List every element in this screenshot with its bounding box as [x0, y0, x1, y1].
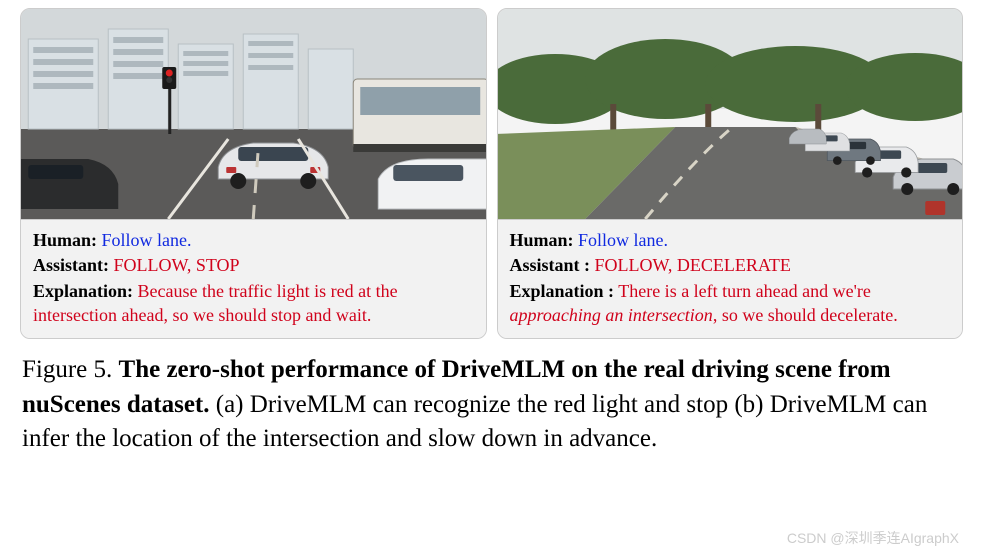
human-text: Follow lane.: [578, 230, 668, 250]
watermark-text: CSDN @深圳季连AIgraphX: [787, 528, 959, 548]
panel-b-dialog: Human: Follow lane. Assistant : FOLLOW, …: [498, 219, 963, 338]
panel-a-dialog: Human: Follow lane. Assistant: FOLLOW, S…: [21, 219, 486, 338]
assistant-text: FOLLOW, DECELERATE: [595, 255, 791, 275]
explanation-label: Explanation:: [33, 281, 133, 301]
figure-caption: Figure 5. The zero-shot performance of D…: [20, 353, 963, 457]
explanation-pre: There is a left turn ahead and we're: [618, 281, 871, 301]
explanation-label: Explanation :: [510, 281, 615, 301]
panel-b: Human: Follow lane. Assistant : FOLLOW, …: [497, 8, 964, 339]
explanation-post: , so we should decelerate.: [713, 305, 898, 325]
panel-a: Human: Follow lane. Assistant: FOLLOW, S…: [20, 8, 487, 339]
assistant-text: FOLLOW, STOP: [114, 255, 240, 275]
figure-label: Figure 5.: [22, 356, 112, 383]
human-label: Human:: [510, 230, 574, 250]
panel-b-photo: [498, 9, 963, 219]
assistant-label: Assistant :: [510, 255, 591, 275]
human-row: Human: Follow lane.: [510, 228, 951, 252]
explanation-italic: approaching an intersection: [510, 305, 713, 325]
assistant-row: Assistant : FOLLOW, DECELERATE: [510, 253, 951, 277]
figure-panels: Human: Follow lane. Assistant: FOLLOW, S…: [20, 8, 963, 339]
explanation-row: Explanation: Because the traffic light i…: [33, 279, 474, 328]
explanation-row: Explanation : There is a left turn ahead…: [510, 279, 951, 328]
panel-a-photo: [21, 9, 486, 219]
human-label: Human:: [33, 230, 97, 250]
human-row: Human: Follow lane.: [33, 228, 474, 252]
assistant-row: Assistant: FOLLOW, STOP: [33, 253, 474, 277]
human-text: Follow lane.: [102, 230, 192, 250]
assistant-label: Assistant:: [33, 255, 109, 275]
